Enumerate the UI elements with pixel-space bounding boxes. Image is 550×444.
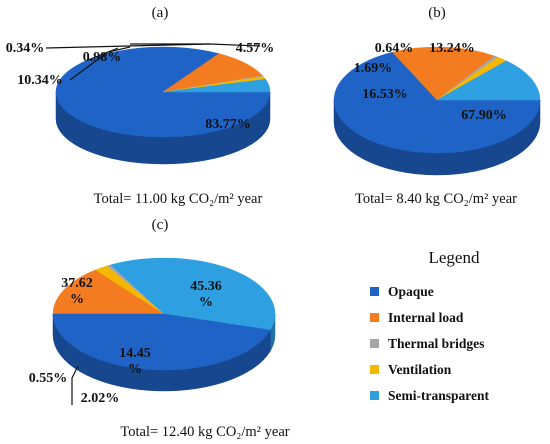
legend-swatch-ventilation [370,365,379,374]
legend-item-opaque: Opaque [370,284,434,299]
panel-b-total: Total= 8.40 kg CO₂/m² year [355,191,517,207]
panel-c-label-semi-transparent: 37.62% [61,276,93,307]
panel-b-label-thermal-bridges: 0.64% [375,41,414,56]
panel-b-label-internal-load: 16.53% [362,87,408,102]
panel-c-title: (c) [152,217,169,233]
panel-a-label-opaque: 83.77% [205,117,251,132]
legend-item-thermal-bridges: Thermal bridges [370,336,484,351]
pie-slice-internal-load [162,53,264,93]
panel-b-title: (b) [428,5,446,21]
legend-title: Legend [429,248,480,267]
pie-slice-internal-load [52,269,165,315]
panel-a-label-thermal-bridges: 0.34% [6,41,45,56]
legend-label-ventilation: Ventilation [388,362,452,377]
pie-slice-semi-transparent [110,257,276,331]
legend-swatch-internal-load [370,313,379,322]
pie--c- [52,257,276,392]
pie-slice-opaque [333,51,541,154]
panel-c-label-thermal-bridges: 0.55% [29,371,68,386]
panel-c-label-internal-load: 14.45% [119,346,151,377]
legend-swatch-opaque [370,287,379,296]
leader-line-layer [45,43,261,405]
panel-a-leader-ventilation [87,47,119,61]
pie-slice-opaque [55,46,271,138]
pie--b- [333,46,541,176]
pie-layer [52,46,541,392]
pie-slice-internal-load [392,46,496,101]
panel-a-total: Total= 11.00 kg CO₂/m² year [94,191,263,207]
pie-slice-opaque [52,313,271,371]
pie-slice-semi-transparent [162,78,271,93]
legend-label-internal-load: Internal load [388,310,464,325]
panel-c-leader-ventilation [71,365,79,405]
panel-b-label-ventilation: 1.69% [354,61,393,76]
legend: Legend Opaque Internal load Thermal bridge… [370,248,489,403]
panel-a-leader-thermal-bridges [45,43,211,49]
legend-items: Opaque Internal load Thermal bridges Ventil… [370,284,489,403]
panel-a-label-semi-transparent: 4.57% [236,41,275,56]
legend-label-thermal-bridges: Thermal bridges [388,336,484,351]
panel-a-label-internal-load: 10.34% [17,73,63,88]
legend-item-semi-transparent: Semi-transparent [370,388,489,403]
panel-a-leader-semi-transparent [130,43,261,47]
legend-label-opaque: Opaque [388,284,434,299]
pie-slice-semi-transparent [436,60,541,101]
legend-swatch-semi-transparent [370,391,379,400]
panel-b-label-semi-transparent: 13.24% [429,41,475,56]
pie--a- [55,46,271,165]
panel-c-label-ventilation: 2.02% [81,391,120,406]
legend-label-semi-transparent: Semi-transparent [388,388,489,403]
panel-c-label-opaque: 45.36% [190,279,222,310]
panel-a-label-ventilation: 0.98% [83,50,122,65]
legend-item-internal-load: Internal load [370,310,464,325]
panel-b-label-opaque: 67.90% [461,108,507,123]
legend-swatch-thermal-bridges [370,339,379,348]
panel-c-total: Total= 12.40 kg CO₂/m² year [120,424,289,440]
legend-item-ventilation: Ventilation [370,362,452,377]
panel-a-title: (a) [152,5,169,21]
